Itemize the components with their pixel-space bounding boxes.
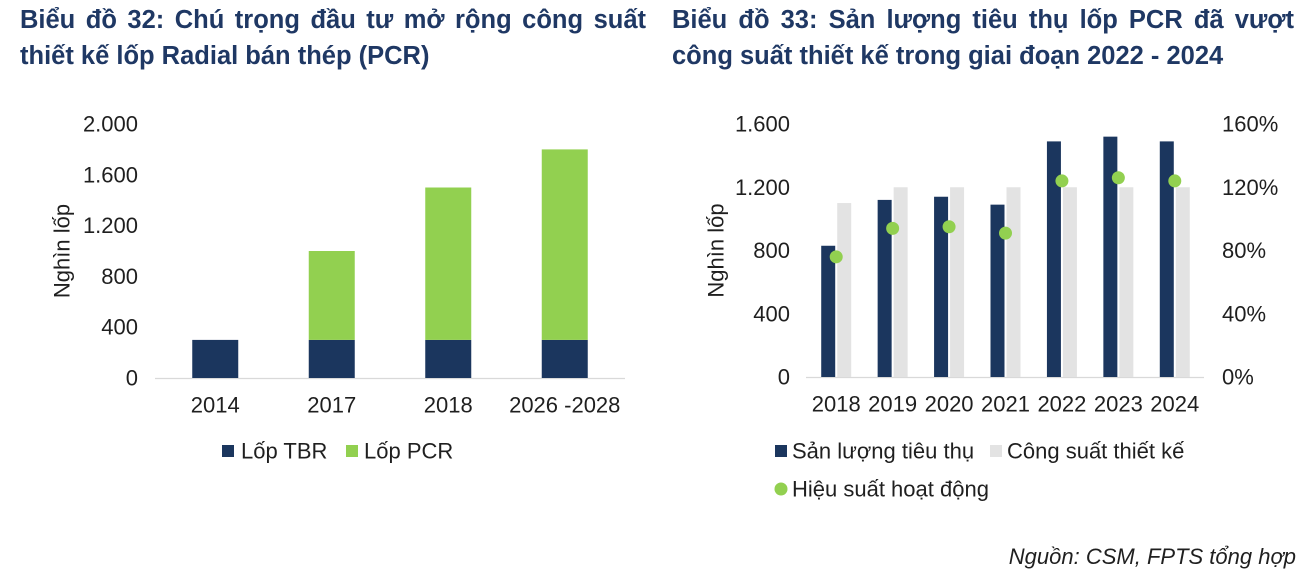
tbr-bar-segment [192,339,239,378]
x-tick-label: 2022 [1037,392,1086,417]
y-axis-title: Nghìn lốp [704,203,729,297]
y2-tick-label: 160% [1222,112,1278,137]
utilization-dot [886,221,900,235]
pcr-bar-segment [308,251,355,340]
utilization-dot [1111,171,1125,185]
y2-tick-label: 120% [1222,175,1278,200]
consumption-bar [934,196,949,377]
utilization-dot [999,226,1012,240]
legend-swatch-design-capacity [990,445,1002,457]
y-tick-label: 800 [101,264,138,289]
utilization-dot [829,250,843,264]
y-tick-label: 0 [778,365,790,390]
y-tick-label: 1.200 [83,213,138,238]
y-tick-label: 0 [126,366,138,391]
legend-swatch-consumption [775,445,787,457]
y2-tick-label: 40% [1222,301,1266,326]
legend-label-tbr: Lốp TBR [241,439,327,464]
x-tick-label: 2021 [981,392,1030,417]
y-tick-label: 2.000 [83,112,138,137]
consumption-bar [877,199,892,377]
y-tick-label: 800 [753,238,790,263]
consumption-bar [990,204,1005,377]
x-tick-label: 2024 [1150,392,1199,417]
x-tick-label: 2019 [868,392,917,417]
legend-swatch-tbr [222,445,234,457]
pcr-bar-segment [425,187,472,340]
x-tick-label: 2018 [812,392,861,417]
x-tick-label: 2023 [1094,392,1143,417]
design-capacity-bar [837,203,852,377]
chart-33-title: Biểu đồ 33: Sản lượng tiêu thụ lốp PCR đ… [672,6,1294,70]
y-tick-label: 1.600 [83,162,138,187]
tbr-bar-segment [425,339,472,378]
consumption-bar [1046,141,1061,377]
design-capacity-bar [1006,187,1021,377]
y2-tick-label: 0% [1222,365,1254,390]
x-tick-label: 2014 [191,393,240,418]
y2-tick-label: 80% [1222,238,1266,263]
design-capacity-bar [1119,187,1134,377]
y-tick-label: 400 [753,301,790,326]
consumption-bar [1159,141,1174,377]
x-tick-label: 2026 -2028 [509,393,620,418]
design-capacity-bar [893,187,908,377]
legend-label-consumption: Sản lượng tiêu thụ [792,439,974,464]
consumption-bar [1103,136,1118,377]
chart-32-title: Biểu đồ 32: Chú trọng đầu tư mở rộng côn… [20,6,646,70]
tbr-bar-segment [541,339,588,378]
legend-label-utilization: Hiệu suất hoạt động [792,477,989,502]
chart-33-combo-bar-scatter: 0 400 800 1.200 1.600 0% 40% 80% 120% 160% Nghìn l… [704,112,1279,502]
tbr-bar-segment [308,339,355,378]
utilization-dot [1055,174,1069,188]
design-capacity-bar [950,187,965,377]
pcr-bar-segment [541,149,588,340]
legend-swatch-pcr [346,445,358,457]
x-tick-label: 2017 [307,393,356,418]
x-tick-label: 2018 [424,393,473,418]
consumption-bar [821,245,836,377]
source-note: Nguồn: CSM, FPTS tổng hợp [1008,544,1296,569]
y-tick-label: 1.600 [735,112,790,137]
design-capacity-bar [1062,187,1077,377]
y-tick-label: 1.200 [735,175,790,200]
utilization-dot [942,220,956,234]
design-capacity-bar [1175,187,1190,377]
chart-32-stacked-bar: 0 400 800 1.200 1.600 2.000 Nghìn lốp 2014 2017 2… [50,112,625,464]
legend-label-pcr: Lốp PCR [364,439,453,464]
legend-swatch-utilization [774,482,788,496]
legend-label-design-capacity: Công suất thiết kế [1007,439,1184,464]
y-tick-label: 400 [101,315,138,340]
y-axis-title: Nghìn lốp [50,204,75,298]
utilization-dot [1168,174,1182,188]
x-tick-label: 2020 [925,392,974,417]
